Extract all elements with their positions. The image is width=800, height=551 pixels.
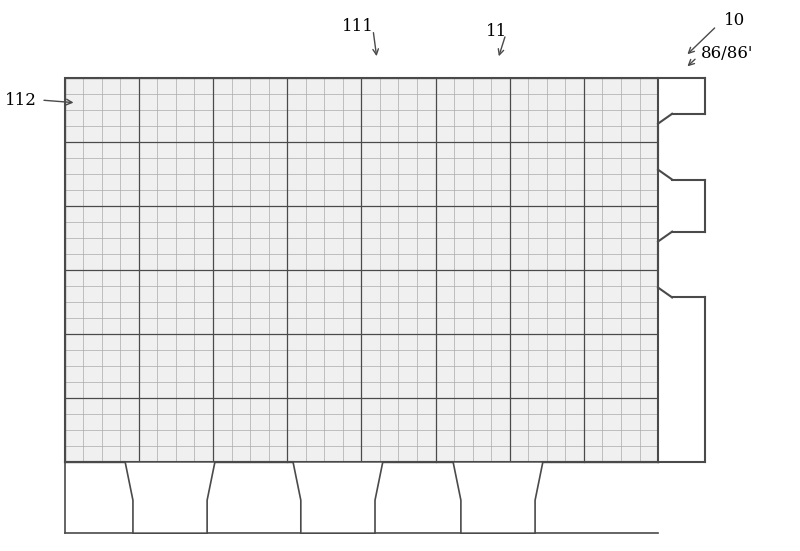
Polygon shape (293, 462, 383, 533)
Bar (65, 78, 658, 462)
Bar (65, 78, 658, 462)
Bar (658, 78, 705, 462)
Text: 112: 112 (6, 91, 38, 109)
Bar (658, 231, 705, 298)
Polygon shape (453, 462, 543, 533)
Text: 86/86': 86/86' (701, 45, 754, 62)
Text: 10: 10 (725, 12, 746, 29)
Text: 11: 11 (486, 23, 507, 40)
Text: 111: 111 (342, 18, 374, 35)
Bar (658, 114, 705, 180)
Polygon shape (125, 462, 215, 533)
